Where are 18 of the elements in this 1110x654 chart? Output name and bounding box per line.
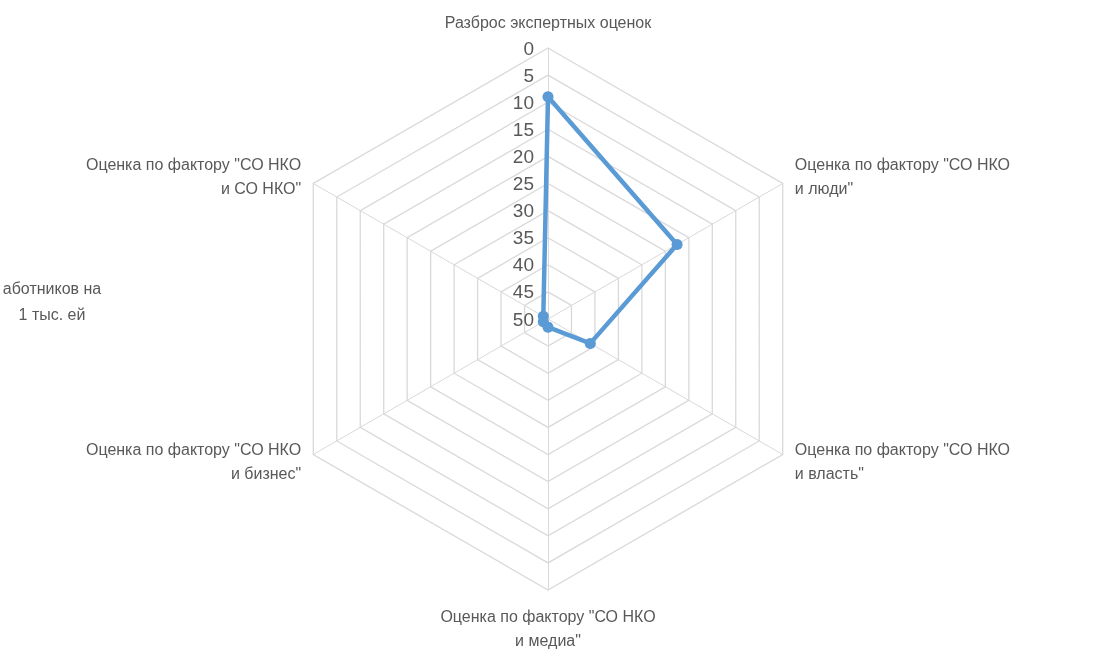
spoke-label: Оценка по фактору "СО НКО и СО НКО" bbox=[85, 156, 302, 197]
y-tick-label: 0 bbox=[523, 37, 534, 59]
y-tick-label: 45 bbox=[512, 281, 534, 303]
y-tick-label: 50 bbox=[512, 308, 534, 330]
y-tick-label: 40 bbox=[512, 254, 534, 276]
spoke-label: Оценка по фактору "СО НКО и власть" bbox=[794, 441, 1011, 482]
y-tick-label: 10 bbox=[512, 91, 534, 113]
y-tick-label: 25 bbox=[512, 173, 534, 194]
spoke-label: Оценка по фактору "СО НКО и бизнес" bbox=[85, 441, 302, 482]
spoke-label: Оценка по фактору "СО НКО и люди" bbox=[794, 156, 1011, 197]
spoke-label: Оценка по фактору "СО НКО и медиа" bbox=[440, 607, 656, 649]
spoke-label: Разброс экспертных оценок bbox=[444, 13, 653, 31]
y-tick-label: 20 bbox=[512, 145, 534, 167]
y-tick-label: 35 bbox=[512, 227, 534, 249]
text: аботников на 1 тыс. ей bbox=[2, 279, 102, 325]
y-tick-label: 30 bbox=[512, 200, 534, 222]
y-tick-label: 15 bbox=[512, 118, 534, 140]
y-tick-label: 5 bbox=[523, 64, 534, 86]
